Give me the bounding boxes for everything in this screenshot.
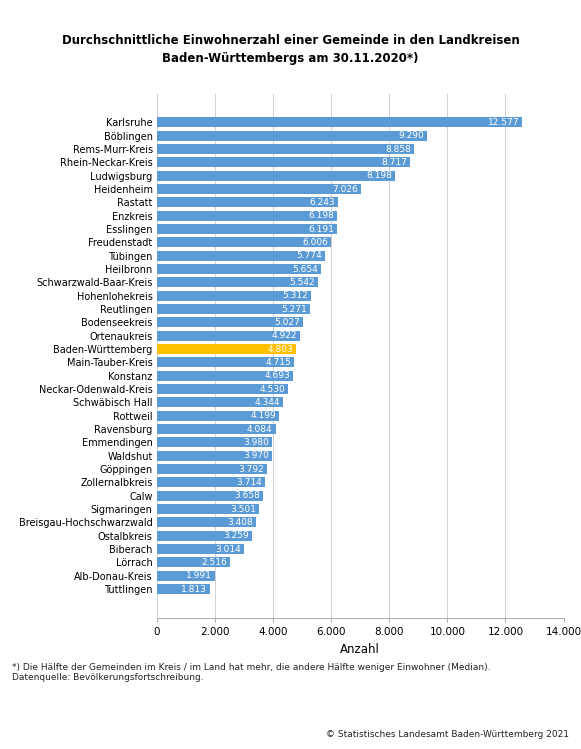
Bar xyxy=(157,277,318,288)
Bar xyxy=(157,118,522,127)
Bar xyxy=(157,131,426,141)
Bar xyxy=(157,171,395,181)
Bar xyxy=(157,304,310,314)
Text: 5.312: 5.312 xyxy=(282,291,309,300)
Text: 9.290: 9.290 xyxy=(398,131,424,140)
Bar xyxy=(157,410,279,421)
Bar xyxy=(157,544,245,554)
Bar xyxy=(157,371,293,380)
Text: 5.774: 5.774 xyxy=(296,251,322,261)
Text: 3.714: 3.714 xyxy=(236,478,262,487)
Bar xyxy=(157,198,338,207)
Text: 4.199: 4.199 xyxy=(250,411,276,420)
Text: Durchschnittliche Einwohnerzahl einer Gemeinde in den Landkreisen: Durchschnittliche Einwohnerzahl einer Ge… xyxy=(62,34,519,46)
Bar xyxy=(157,144,414,154)
Bar xyxy=(157,251,325,261)
Bar xyxy=(157,210,337,221)
Text: 12.577: 12.577 xyxy=(488,118,519,127)
Text: 5.654: 5.654 xyxy=(292,264,318,273)
Text: 1.991: 1.991 xyxy=(186,571,212,580)
Bar xyxy=(157,157,410,168)
Text: 3.259: 3.259 xyxy=(223,531,249,540)
Bar xyxy=(157,437,272,447)
Text: *) Die Hälfte der Gemeinden im Kreis / im Land hat mehr, die andere Hälfte wenig: *) Die Hälfte der Gemeinden im Kreis / i… xyxy=(12,663,490,682)
Text: 3.970: 3.970 xyxy=(243,451,270,461)
Bar xyxy=(157,384,288,394)
Bar xyxy=(157,424,275,434)
Bar xyxy=(157,504,259,514)
Text: 2.516: 2.516 xyxy=(201,558,227,567)
Bar xyxy=(157,518,256,527)
Text: 4.344: 4.344 xyxy=(254,398,280,407)
Text: 4.715: 4.715 xyxy=(265,358,291,367)
Bar xyxy=(157,331,300,341)
Bar xyxy=(157,491,263,501)
Text: 3.501: 3.501 xyxy=(230,505,256,514)
Text: 8.198: 8.198 xyxy=(366,172,392,181)
Bar xyxy=(157,531,252,541)
Bar xyxy=(157,224,337,234)
Text: 8.717: 8.717 xyxy=(381,158,407,167)
Text: 6.243: 6.243 xyxy=(310,198,335,207)
Text: 3.980: 3.980 xyxy=(243,438,270,447)
Bar xyxy=(157,237,331,247)
Bar xyxy=(157,184,361,194)
Text: 3.014: 3.014 xyxy=(216,545,242,554)
Text: 3.658: 3.658 xyxy=(234,491,260,500)
Text: 7.026: 7.026 xyxy=(332,184,358,194)
Text: 1.813: 1.813 xyxy=(181,584,207,594)
Text: 5.271: 5.271 xyxy=(281,305,307,314)
Text: 6.006: 6.006 xyxy=(303,238,328,247)
Bar xyxy=(157,318,303,327)
Text: © Statistisches Landesamt Baden-Württemberg 2021: © Statistisches Landesamt Baden-Württemb… xyxy=(327,730,569,739)
Bar xyxy=(157,557,230,568)
Bar xyxy=(157,398,283,407)
Bar xyxy=(157,264,321,274)
Bar xyxy=(157,477,265,488)
Text: 3.408: 3.408 xyxy=(227,518,253,527)
Bar xyxy=(157,291,311,301)
Text: 6.198: 6.198 xyxy=(308,211,334,220)
Text: 8.858: 8.858 xyxy=(385,145,411,154)
Text: 4.803: 4.803 xyxy=(268,345,293,354)
Text: 6.191: 6.191 xyxy=(308,225,334,234)
Bar xyxy=(157,571,215,580)
Text: 5.542: 5.542 xyxy=(289,278,315,287)
Text: 4.693: 4.693 xyxy=(264,372,290,380)
Bar xyxy=(157,344,296,354)
Bar xyxy=(157,464,267,474)
Text: 4.084: 4.084 xyxy=(247,425,272,434)
Text: 4.922: 4.922 xyxy=(271,331,297,340)
X-axis label: Anzahl: Anzahl xyxy=(340,643,380,655)
Text: 4.530: 4.530 xyxy=(260,384,286,394)
Bar xyxy=(157,357,294,368)
Text: 3.792: 3.792 xyxy=(238,464,264,473)
Text: Baden-Württembergs am 30.11.2020*): Baden-Württembergs am 30.11.2020*) xyxy=(162,52,419,65)
Bar xyxy=(157,584,210,594)
Text: 5.027: 5.027 xyxy=(274,318,300,327)
Bar xyxy=(157,451,272,461)
